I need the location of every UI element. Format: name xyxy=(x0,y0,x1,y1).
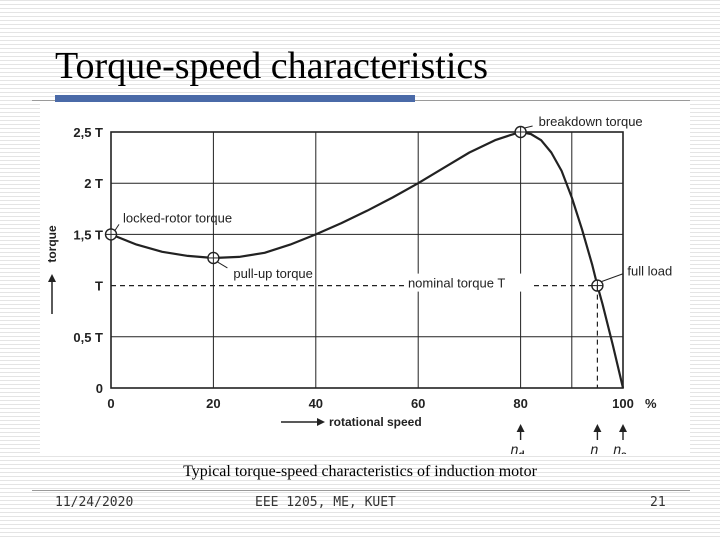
x-tick-label: 80 xyxy=(513,396,527,411)
x-tick-label: 20 xyxy=(206,396,220,411)
point-leader-line xyxy=(601,273,624,283)
nominal-torque-label: nominal torque T xyxy=(408,276,505,291)
y-axis-title: torque xyxy=(45,225,59,263)
speed-marker-arrowhead xyxy=(619,424,627,432)
slide-title: Torque-speed characteristics xyxy=(55,45,489,87)
y-tick-label: T xyxy=(95,279,103,294)
x-axis-title: rotational speed xyxy=(329,415,422,429)
point-label: breakdown torque xyxy=(539,114,643,129)
x-tick-label: 40 xyxy=(309,396,323,411)
x-tick-label: 60 xyxy=(411,396,425,411)
x-tick-label: 100 xyxy=(612,396,634,411)
speed-marker-subscript: d xyxy=(518,450,524,454)
y-tick-label: 1,5 T xyxy=(73,227,103,242)
y-axis-arrowhead xyxy=(48,274,56,282)
speed-marker-label: ns xyxy=(613,441,627,454)
title-accent-bar xyxy=(55,95,415,102)
speed-marker-label: n xyxy=(591,441,599,454)
y-tick-label: 0,5 T xyxy=(73,330,103,345)
speed-marker-subscript: s xyxy=(621,450,627,454)
plot-frame xyxy=(110,131,624,389)
point-label: locked-rotor torque xyxy=(123,210,232,225)
point-leader-line xyxy=(114,224,120,231)
point-label: pull-up torque xyxy=(233,266,313,281)
footer-course: EEE 1205, ME, KUET xyxy=(255,495,396,510)
point-label: full load xyxy=(627,264,672,279)
x-unit-label: % xyxy=(645,396,657,411)
y-tick-label: 2 T xyxy=(84,176,103,191)
point-leader-line xyxy=(217,261,228,269)
footer-page-number: 21 xyxy=(650,495,666,510)
torque-speed-chart: 0 20 40 60 80 100 % 0 0,5 T T 1,5 T 2 T 2,5 T rotati… xyxy=(45,114,672,461)
y-tick-label: 2,5 T xyxy=(73,125,103,140)
chart-figure: 0 20 40 60 80 100% 0 0,5 T T 1,5 T 2 T 2,5 T rotati… xyxy=(40,104,690,461)
speed-marker-arrowhead xyxy=(516,424,525,432)
chart-caption: Typical torque-speed characteristics of … xyxy=(183,463,537,480)
x-tick-label: 0 xyxy=(107,396,114,411)
speed-marker-arrowhead xyxy=(593,424,602,432)
footer-date: 11/24/2020 xyxy=(55,495,134,510)
speed-marker-label: nd xyxy=(511,441,525,454)
nominal-torque-label-bg xyxy=(403,273,532,292)
y-tick-label: 0 xyxy=(96,381,103,396)
x-axis-arrowhead xyxy=(317,418,325,426)
footer-divider xyxy=(32,490,690,491)
torque-curve xyxy=(110,130,625,389)
point-leader-line xyxy=(524,125,533,129)
